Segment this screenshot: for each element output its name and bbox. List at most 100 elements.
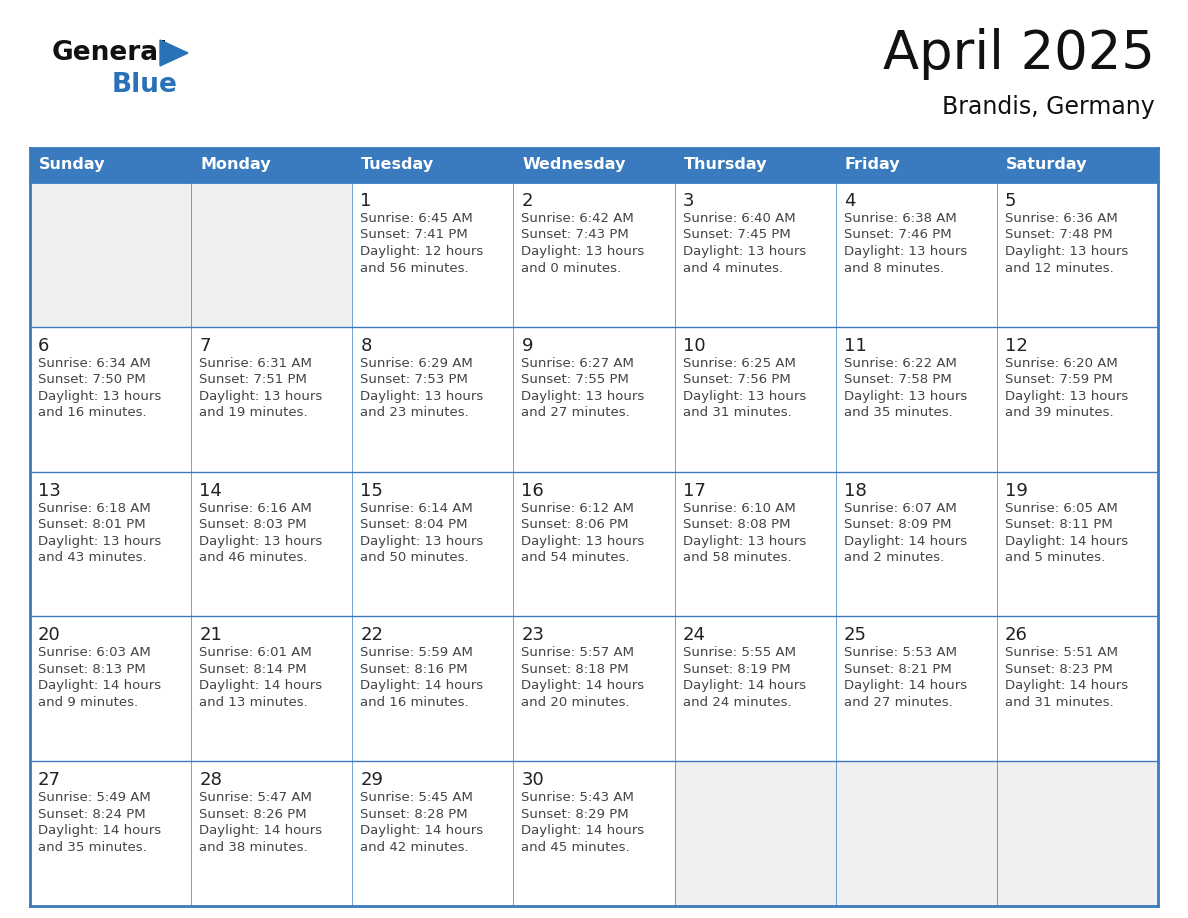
Text: 3: 3 <box>683 192 694 210</box>
Bar <box>353 148 513 182</box>
Text: Daylight: 13 hours: Daylight: 13 hours <box>1005 245 1129 258</box>
Text: and 5 minutes.: and 5 minutes. <box>1005 551 1105 564</box>
Text: Sunset: 7:48 PM: Sunset: 7:48 PM <box>1005 229 1112 241</box>
Text: Sunrise: 5:45 AM: Sunrise: 5:45 AM <box>360 791 473 804</box>
Bar <box>675 761 835 906</box>
Text: Daylight: 13 hours: Daylight: 13 hours <box>360 390 484 403</box>
Bar <box>835 148 997 182</box>
Text: Sunrise: 6:29 AM: Sunrise: 6:29 AM <box>360 357 473 370</box>
Text: Daylight: 14 hours: Daylight: 14 hours <box>683 679 805 692</box>
Text: Sunrise: 6:18 AM: Sunrise: 6:18 AM <box>38 501 151 515</box>
Bar <box>997 472 1158 616</box>
Text: 20: 20 <box>38 626 61 644</box>
Text: Sunset: 7:41 PM: Sunset: 7:41 PM <box>360 229 468 241</box>
Text: Sunset: 8:29 PM: Sunset: 8:29 PM <box>522 808 630 821</box>
Bar <box>997 761 1158 906</box>
Bar <box>191 616 353 761</box>
Polygon shape <box>160 40 188 66</box>
Text: Daylight: 14 hours: Daylight: 14 hours <box>1005 679 1127 692</box>
Bar <box>835 616 997 761</box>
Bar <box>353 472 513 616</box>
Bar <box>30 616 191 761</box>
Text: Sunrise: 6:40 AM: Sunrise: 6:40 AM <box>683 212 795 225</box>
Text: Sunset: 7:55 PM: Sunset: 7:55 PM <box>522 374 630 386</box>
Text: and 31 minutes.: and 31 minutes. <box>1005 696 1113 709</box>
Bar <box>513 327 675 472</box>
Text: Thursday: Thursday <box>683 158 767 173</box>
Text: Sunrise: 6:10 AM: Sunrise: 6:10 AM <box>683 501 795 515</box>
Text: Sunset: 8:08 PM: Sunset: 8:08 PM <box>683 518 790 532</box>
Text: 23: 23 <box>522 626 544 644</box>
Bar <box>997 182 1158 327</box>
Text: and 43 minutes.: and 43 minutes. <box>38 551 146 564</box>
Text: April 2025: April 2025 <box>883 28 1155 80</box>
Text: 10: 10 <box>683 337 706 354</box>
Text: Sunset: 8:06 PM: Sunset: 8:06 PM <box>522 518 628 532</box>
Text: 28: 28 <box>200 771 222 789</box>
Text: Daylight: 13 hours: Daylight: 13 hours <box>360 534 484 548</box>
Text: Daylight: 14 hours: Daylight: 14 hours <box>843 679 967 692</box>
Text: Sunrise: 6:34 AM: Sunrise: 6:34 AM <box>38 357 151 370</box>
Text: and 16 minutes.: and 16 minutes. <box>360 696 469 709</box>
Text: Sunrise: 6:07 AM: Sunrise: 6:07 AM <box>843 501 956 515</box>
Bar <box>30 148 191 182</box>
Text: Daylight: 13 hours: Daylight: 13 hours <box>1005 390 1129 403</box>
Text: and 27 minutes.: and 27 minutes. <box>843 696 953 709</box>
Bar <box>835 182 997 327</box>
Bar <box>675 472 835 616</box>
Bar <box>675 182 835 327</box>
Text: Sunset: 8:09 PM: Sunset: 8:09 PM <box>843 518 952 532</box>
Text: Sunrise: 6:16 AM: Sunrise: 6:16 AM <box>200 501 312 515</box>
Text: Daylight: 14 hours: Daylight: 14 hours <box>522 679 645 692</box>
Text: and 56 minutes.: and 56 minutes. <box>360 262 469 274</box>
Text: Sunrise: 6:20 AM: Sunrise: 6:20 AM <box>1005 357 1118 370</box>
Text: 8: 8 <box>360 337 372 354</box>
Text: Daylight: 13 hours: Daylight: 13 hours <box>522 534 645 548</box>
Text: and 9 minutes.: and 9 minutes. <box>38 696 138 709</box>
Text: Friday: Friday <box>845 158 901 173</box>
Text: Sunset: 8:21 PM: Sunset: 8:21 PM <box>843 663 952 676</box>
Text: 16: 16 <box>522 482 544 499</box>
Text: Daylight: 13 hours: Daylight: 13 hours <box>38 390 162 403</box>
Bar <box>191 761 353 906</box>
Text: Daylight: 12 hours: Daylight: 12 hours <box>360 245 484 258</box>
Text: Sunset: 8:19 PM: Sunset: 8:19 PM <box>683 663 790 676</box>
Bar <box>30 182 191 327</box>
Text: Sunrise: 6:27 AM: Sunrise: 6:27 AM <box>522 357 634 370</box>
Text: and 8 minutes.: and 8 minutes. <box>843 262 943 274</box>
Text: and 27 minutes.: and 27 minutes. <box>522 407 630 420</box>
Text: Sunset: 7:46 PM: Sunset: 7:46 PM <box>843 229 952 241</box>
Text: Sunset: 8:01 PM: Sunset: 8:01 PM <box>38 518 146 532</box>
Bar <box>30 327 191 472</box>
Text: Sunset: 7:51 PM: Sunset: 7:51 PM <box>200 374 307 386</box>
Text: and 45 minutes.: and 45 minutes. <box>522 841 630 854</box>
Text: Daylight: 14 hours: Daylight: 14 hours <box>360 824 484 837</box>
Text: Daylight: 14 hours: Daylight: 14 hours <box>843 534 967 548</box>
Text: 5: 5 <box>1005 192 1017 210</box>
Bar <box>30 761 191 906</box>
Text: 2: 2 <box>522 192 533 210</box>
Text: and 39 minutes.: and 39 minutes. <box>1005 407 1113 420</box>
Text: Sunset: 7:59 PM: Sunset: 7:59 PM <box>1005 374 1113 386</box>
Text: 29: 29 <box>360 771 384 789</box>
Text: Sunrise: 6:03 AM: Sunrise: 6:03 AM <box>38 646 151 659</box>
Text: Saturday: Saturday <box>1006 158 1087 173</box>
Text: Wednesday: Wednesday <box>523 158 626 173</box>
Text: Daylight: 13 hours: Daylight: 13 hours <box>200 390 322 403</box>
Text: Sunset: 8:13 PM: Sunset: 8:13 PM <box>38 663 146 676</box>
Text: 21: 21 <box>200 626 222 644</box>
Text: Sunday: Sunday <box>39 158 106 173</box>
Text: Daylight: 14 hours: Daylight: 14 hours <box>38 679 162 692</box>
Text: Brandis, Germany: Brandis, Germany <box>942 95 1155 119</box>
Text: Sunrise: 5:53 AM: Sunrise: 5:53 AM <box>843 646 956 659</box>
Text: 15: 15 <box>360 482 384 499</box>
Text: Sunrise: 6:14 AM: Sunrise: 6:14 AM <box>360 501 473 515</box>
Text: Sunset: 8:14 PM: Sunset: 8:14 PM <box>200 663 307 676</box>
Text: Sunrise: 6:25 AM: Sunrise: 6:25 AM <box>683 357 796 370</box>
Bar <box>835 761 997 906</box>
Bar <box>513 182 675 327</box>
Bar <box>997 148 1158 182</box>
Text: Sunset: 8:04 PM: Sunset: 8:04 PM <box>360 518 468 532</box>
Text: Sunrise: 5:43 AM: Sunrise: 5:43 AM <box>522 791 634 804</box>
Text: Sunrise: 5:51 AM: Sunrise: 5:51 AM <box>1005 646 1118 659</box>
